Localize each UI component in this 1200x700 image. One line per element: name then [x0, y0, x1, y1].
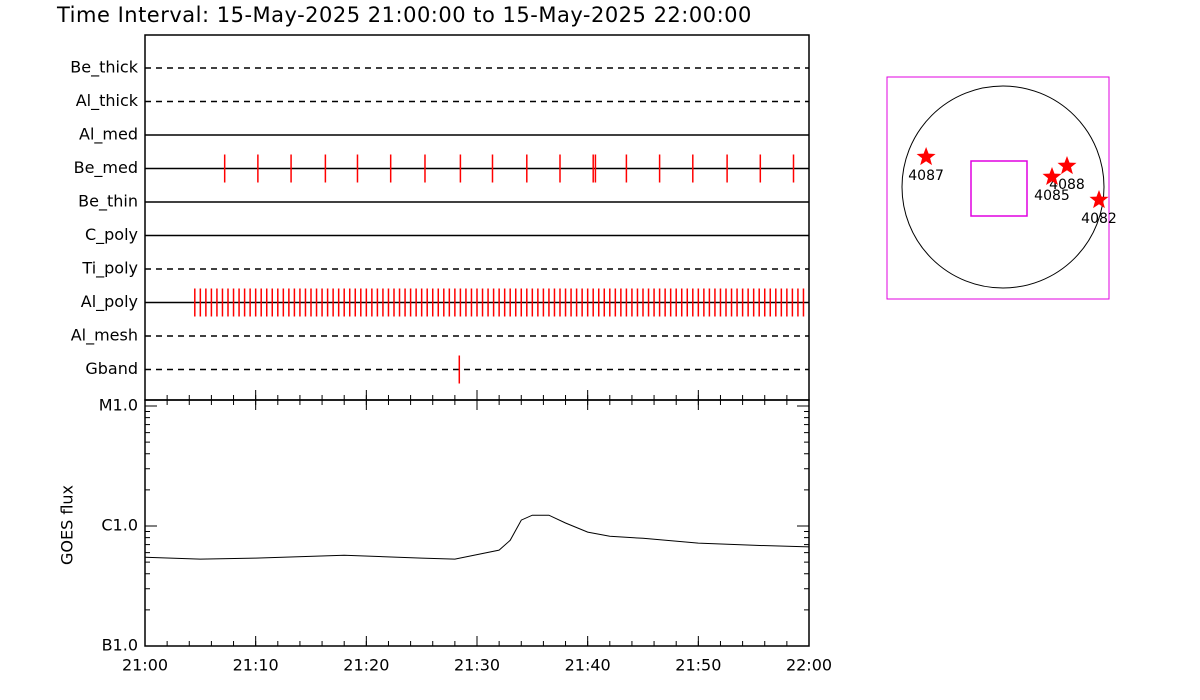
active-region-marker: [1057, 156, 1077, 175]
y-tick-label: M1.0: [99, 396, 138, 415]
row-label: Ti_poly: [81, 259, 138, 279]
row-label: Al_mesh: [71, 326, 138, 346]
map-frame: [886, 76, 1110, 300]
active-region-label: 4088: [1049, 177, 1085, 193]
y-tick-label: B1.0: [102, 636, 138, 655]
x-tick-label: 21:10: [233, 656, 279, 675]
active-region-label: 4082: [1081, 211, 1117, 227]
active-region-marker: [1089, 190, 1109, 209]
goes-frame: [144, 399, 810, 647]
row-label: Be_med: [74, 158, 138, 178]
timeline-frame: [144, 34, 810, 401]
goes-curve: [144, 514, 810, 560]
row-label: Be_thick: [70, 58, 138, 78]
row-label: Al_thick: [76, 91, 139, 111]
chart-title: Time Interval: 15-May-2025 21:00:00 to 1…: [56, 3, 752, 27]
row-label: C_poly: [85, 225, 138, 245]
active-region-label: 4085: [1034, 188, 1070, 204]
row-label: Be_thin: [78, 192, 138, 212]
x-tick-label: 21:00: [122, 656, 168, 675]
x-tick-label: 21:20: [343, 656, 389, 675]
active-region-marker: [1042, 167, 1062, 185]
y-axis-label: GOES flux: [58, 485, 77, 565]
row-label: Al_poly: [81, 292, 138, 312]
x-tick-label: 21:40: [565, 656, 611, 675]
x-tick-label: 21:50: [675, 656, 721, 675]
row-label: Gband: [85, 359, 138, 378]
field-of-view: [970, 160, 1028, 217]
row-label: Al_med: [79, 125, 138, 145]
solar-limb: [901, 85, 1105, 289]
active-region-marker: [916, 147, 936, 166]
y-tick-label: C1.0: [101, 516, 138, 535]
x-tick-label: 21:30: [454, 656, 500, 675]
x-tick-label: 22:00: [786, 656, 832, 675]
active-region-label: 4087: [908, 168, 944, 184]
